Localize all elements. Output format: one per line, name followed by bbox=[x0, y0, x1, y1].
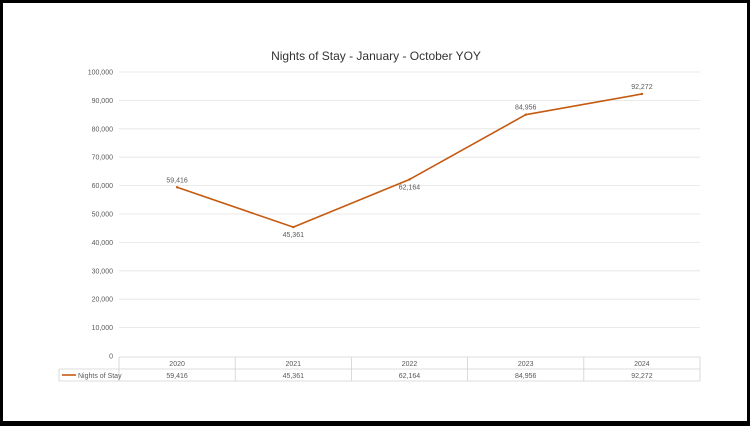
table-value-cell: 62,164 bbox=[399, 373, 421, 380]
y-tick-label: 0 bbox=[109, 354, 113, 361]
data-point bbox=[640, 92, 644, 96]
data-label: 92,272 bbox=[631, 84, 653, 91]
y-tick-label: 20,000 bbox=[92, 297, 114, 304]
y-tick-label: 50,000 bbox=[92, 212, 114, 219]
table-value-cell: 84,956 bbox=[515, 373, 537, 380]
x-category-label: 2023 bbox=[518, 361, 534, 368]
y-axis-tick-labels: 0 10,000 20,000 30,000 40,000 50,000 60,000 70,… bbox=[88, 70, 113, 361]
y-tick-label: 30,000 bbox=[92, 268, 114, 275]
data-point bbox=[408, 178, 411, 181]
data-label: 84,956 bbox=[515, 105, 537, 112]
table-value-cell: 59,416 bbox=[166, 373, 188, 380]
table-value-cell: 92,272 bbox=[631, 373, 653, 380]
data-table: 2020 2021 2022 2023 2024 59,416 45,361 62,164 84… bbox=[58, 356, 701, 382]
chart-title: Nights of Stay - January - October YOY bbox=[271, 49, 481, 63]
gridlines bbox=[119, 71, 700, 329]
x-category-label: 2022 bbox=[402, 361, 418, 368]
y-tick-label: 40,000 bbox=[92, 240, 114, 247]
data-label: 62,164 bbox=[399, 184, 421, 191]
legend-series-name: Nights of Stay bbox=[78, 373, 122, 380]
chart-frame: Nights of Stay - January - October YOY 0… bbox=[3, 3, 747, 421]
data-point bbox=[292, 225, 295, 229]
y-tick-label: 10,000 bbox=[92, 325, 114, 332]
data-point bbox=[524, 113, 527, 116]
data-point bbox=[175, 186, 179, 189]
data-label: 59,416 bbox=[166, 177, 188, 184]
y-tick-label: 70,000 bbox=[92, 155, 114, 162]
y-tick-label: 100,000 bbox=[88, 70, 113, 77]
series-line-nights-of-stay bbox=[176, 93, 643, 228]
y-tick-label: 80,000 bbox=[92, 126, 114, 133]
series-line-layer bbox=[175, 92, 644, 229]
y-tick-label: 90,000 bbox=[92, 98, 114, 105]
x-category-label: 2021 bbox=[286, 361, 302, 368]
x-category-label: 2024 bbox=[634, 361, 650, 368]
data-labels: 59,416 45,361 62,164 84,956 92,272 bbox=[166, 84, 652, 239]
table-value-cell: 45,361 bbox=[283, 373, 305, 380]
y-tick-label: 60,000 bbox=[92, 183, 114, 190]
x-category-label: 2020 bbox=[169, 361, 185, 368]
data-label: 45,361 bbox=[283, 232, 305, 239]
line-chart: Nights of Stay - January - October YOY 0… bbox=[58, 49, 701, 382]
